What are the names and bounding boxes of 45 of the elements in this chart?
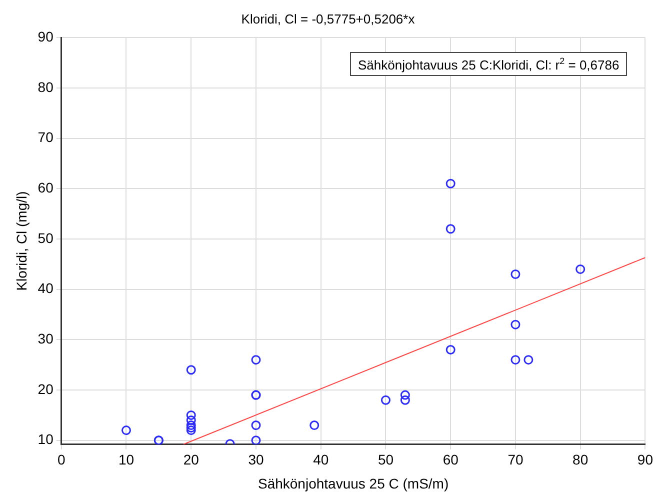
point (524, 355, 534, 365)
point (446, 345, 456, 354)
y-tick-label: 20 (38, 380, 54, 397)
point (186, 415, 196, 425)
point (186, 410, 196, 420)
x-tick-label: 60 (442, 452, 459, 468)
x-tick-label: 80 (572, 452, 588, 468)
point (251, 436, 261, 444)
point (251, 355, 261, 365)
point (380, 395, 390, 405)
x-tick-label: 50 (378, 452, 394, 468)
point (186, 423, 196, 433)
point (186, 426, 196, 436)
y-tick-label: 70 (38, 129, 54, 146)
x-axis-title: Sähkönjohtavuus 25 C (mS/m) (258, 475, 449, 492)
point (510, 355, 520, 365)
point (510, 269, 520, 279)
y-tick-label: 90 (38, 28, 54, 44)
x-tick-label: 10 (118, 452, 134, 468)
y-tick-label: 50 (38, 230, 54, 246)
annotation: Sähkönjohtavuus 25 C:Kloridi, Cl: r$^{2}$ = 0,6786 (350, 52, 628, 76)
y-tick-label: 30 (38, 330, 54, 347)
point (400, 390, 410, 400)
x-tick-label: 70 (508, 452, 524, 468)
x-tick-label: 90 (637, 452, 654, 468)
chart-title: Kloridi, Cl = -0,5775+0,5206*x (241, 11, 416, 26)
point (576, 264, 586, 274)
point (400, 395, 410, 405)
point (446, 178, 456, 188)
point (186, 420, 196, 430)
y-tick-label: 60 (38, 180, 54, 196)
x-tick-label: 20 (183, 452, 200, 468)
y-tick-label: 10 (38, 431, 54, 448)
y-tick-label: 40 (38, 280, 54, 296)
point (186, 365, 196, 375)
point (310, 420, 320, 430)
point (251, 420, 261, 430)
x-tick-label: 40 (313, 452, 329, 468)
point (446, 224, 456, 234)
x-tick-label: 0 (57, 452, 66, 468)
point (510, 320, 520, 330)
x-tick-label: 30 (248, 452, 264, 468)
y-axis-title: Kloridi, Cl (mg/l) (13, 191, 30, 291)
point (121, 426, 131, 436)
y-tick-label: 80 (38, 78, 54, 95)
